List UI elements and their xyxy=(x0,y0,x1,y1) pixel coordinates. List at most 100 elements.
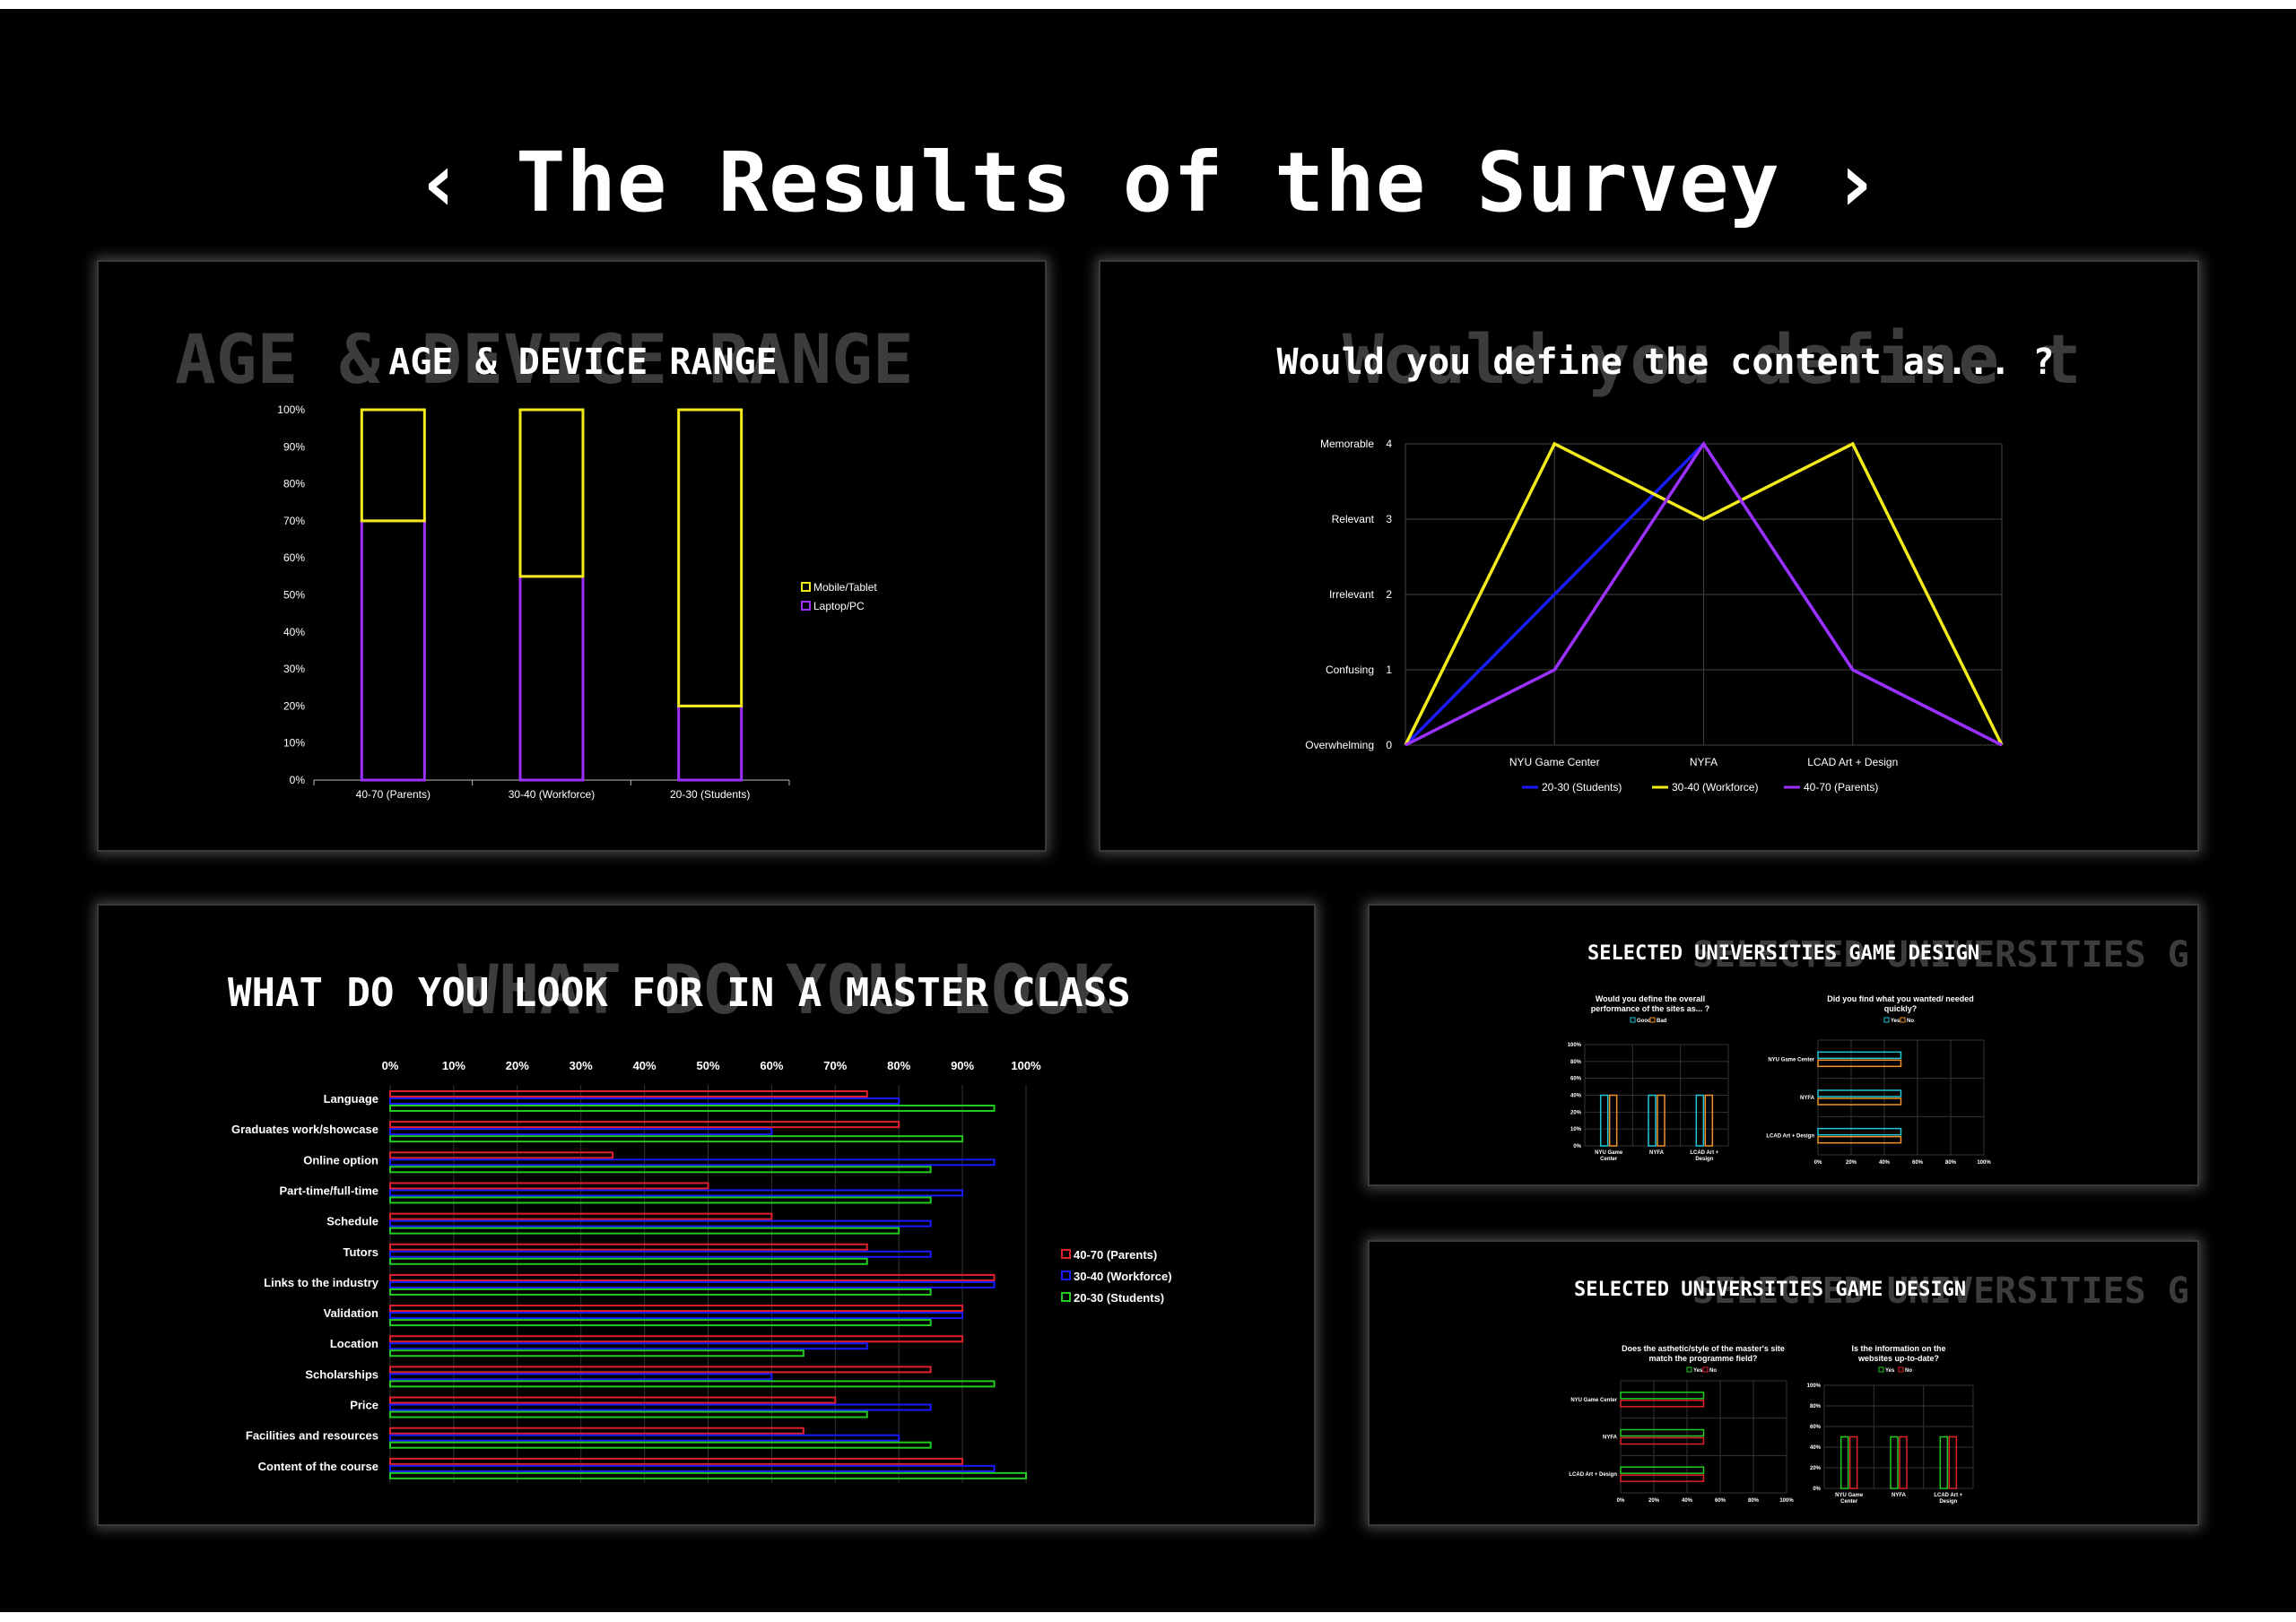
category-label: NYFA xyxy=(1603,1436,1618,1441)
panel-ghost-title: AGE & DEVICE RANGE xyxy=(175,319,914,399)
legend-swatch xyxy=(1061,1249,1071,1259)
bar-laptop-pc xyxy=(677,704,744,782)
series-line xyxy=(1404,441,2004,746)
y-tick-label: 60% xyxy=(1810,1425,1822,1430)
legend-swatch xyxy=(1686,1366,1692,1373)
category-label: NYU Game Center xyxy=(1768,1057,1814,1063)
bar-40-70-parents- xyxy=(389,1427,804,1435)
category-label: LCAD Art + Design xyxy=(1766,1134,1814,1140)
y-tick-label: 60% xyxy=(1570,1077,1582,1082)
x-tick-label: 90% xyxy=(951,1059,974,1072)
bar-mobile-tablet xyxy=(360,408,426,523)
bar xyxy=(1657,1094,1665,1147)
bar-20-30-students- xyxy=(389,1135,964,1143)
bar-40-70-parents- xyxy=(389,1273,996,1281)
x-tick-label: 30-40 (Workforce) xyxy=(509,788,595,801)
bar xyxy=(1899,1436,1908,1489)
bar xyxy=(1704,1094,1714,1147)
y-tick-label: 100% xyxy=(1807,1383,1822,1389)
legend-label: Yes xyxy=(1891,1019,1900,1024)
chart-title: match the programme field? xyxy=(1648,1354,1757,1363)
bar xyxy=(1939,1436,1949,1489)
legend-label: No xyxy=(1905,1368,1912,1374)
y-tick-label: 10% xyxy=(283,737,305,750)
y-tick-label: 60% xyxy=(283,551,305,564)
bar xyxy=(1620,1466,1705,1474)
chart-title: Did you find what you wanted/ needed xyxy=(1827,994,1974,1003)
bar-20-30-students- xyxy=(389,1166,932,1174)
category-label: Price xyxy=(350,1399,378,1412)
bar xyxy=(1620,1436,1705,1445)
chart-title: Would you define the overall xyxy=(1596,994,1705,1003)
y-tick-label: 20% xyxy=(283,699,305,712)
bar-40-70-parents- xyxy=(389,1366,932,1374)
y-tick-label: 0% xyxy=(290,774,306,786)
master-class-chart: WHAT DO YOU LOOK WHAT DO YOU LOOK FOR IN… xyxy=(228,950,1172,1483)
category-label: Part-time/full-time xyxy=(279,1184,378,1197)
legend-label: Yes xyxy=(1885,1368,1895,1374)
x-tick-label: 80% xyxy=(1748,1498,1760,1504)
bar-40-70-parents- xyxy=(389,1212,773,1220)
bar xyxy=(1817,1059,1902,1068)
chart-title: websites up-to-date? xyxy=(1857,1354,1939,1363)
panel-ghost-title: SELECTED UNIVERSITIES G xyxy=(1692,934,2189,976)
x-tick-label: 80% xyxy=(1945,1160,1957,1166)
y-tick-label: Confusing xyxy=(1326,664,1374,676)
x-tick-label: 20% xyxy=(1648,1498,1660,1504)
y-tick-label: 100% xyxy=(277,403,305,416)
bar xyxy=(1817,1089,1902,1097)
y-tick-label: Memorable xyxy=(1320,438,1374,450)
bar-40-70-parents- xyxy=(389,1243,868,1251)
bar-40-70-parents- xyxy=(389,1396,837,1404)
x-tick-label: LCAD Art + xyxy=(1934,1493,1962,1498)
x-tick-label: LCAD Art + Design xyxy=(1807,756,1898,768)
y-tick-label: Overwhelming xyxy=(1305,739,1374,751)
legend-swatch xyxy=(1900,1017,1906,1023)
legend-swatch xyxy=(1702,1366,1709,1373)
x-tick-label: 60% xyxy=(760,1059,783,1072)
bar-laptop-pc xyxy=(518,575,585,782)
y-tick-label: 80% xyxy=(1570,1060,1582,1065)
bar-20-30-students- xyxy=(389,1227,900,1235)
x-tick-label: NYFA xyxy=(1690,756,1718,768)
bar-20-30-students- xyxy=(389,1288,932,1296)
bar-30-40-workforce- xyxy=(389,1464,996,1472)
bar-30-40-workforce- xyxy=(389,1250,932,1258)
y-tick-label: Irrelevant xyxy=(1329,588,1375,601)
bar-20-30-students- xyxy=(389,1196,932,1204)
y-tick-label: 70% xyxy=(283,515,305,527)
bar xyxy=(1839,1436,1849,1489)
content-definition-panel: Would you define t Would you define the … xyxy=(1099,260,2199,852)
category-label: Links to the industry xyxy=(264,1276,379,1289)
bar xyxy=(1948,1436,1958,1489)
category-label: Online option xyxy=(303,1153,378,1167)
legend-label: Mobile/Tablet xyxy=(813,581,877,594)
y-tick-value: 0 xyxy=(1386,739,1392,751)
y-tick-label: 20% xyxy=(1810,1466,1822,1471)
x-tick-label: Center xyxy=(1600,1157,1618,1162)
master-class-panel: WHAT DO YOU LOOK WHAT DO YOU LOOK FOR IN… xyxy=(97,904,1316,1526)
bar-20-30-students- xyxy=(389,1257,868,1265)
age-device-panel: AGE & DEVICE RANGE AGE & DEVICE RANGE 0%… xyxy=(97,260,1047,852)
x-tick-label: 40% xyxy=(1682,1498,1693,1504)
x-tick-label: 0% xyxy=(1814,1160,1822,1166)
legend-swatch xyxy=(1061,1271,1071,1280)
panel-ghost-title: WHAT DO YOU LOOK xyxy=(457,950,1114,1029)
y-tick-label: 90% xyxy=(283,440,305,453)
bar-30-40-workforce- xyxy=(389,1403,932,1411)
y-tick-label: 10% xyxy=(1570,1127,1582,1132)
legend-swatch xyxy=(1649,1017,1656,1023)
bar-20-30-students- xyxy=(389,1319,932,1327)
bar xyxy=(1817,1127,1902,1136)
category-label: NYU Game Center xyxy=(1570,1398,1617,1403)
x-tick-label: 80% xyxy=(887,1059,910,1072)
bar xyxy=(1817,1135,1902,1144)
age-device-chart: AGE & DEVICE RANGE AGE & DEVICE RANGE 0%… xyxy=(175,319,914,801)
bar-20-30-students- xyxy=(389,1471,1027,1479)
y-tick-label: 80% xyxy=(283,478,305,490)
y-tick-label: 40% xyxy=(283,626,305,638)
x-tick-label: Design xyxy=(1939,1499,1957,1505)
bar-30-40-workforce- xyxy=(389,1158,996,1167)
bar-30-40-workforce- xyxy=(389,1128,773,1136)
legend-label: Yes xyxy=(1693,1368,1703,1374)
